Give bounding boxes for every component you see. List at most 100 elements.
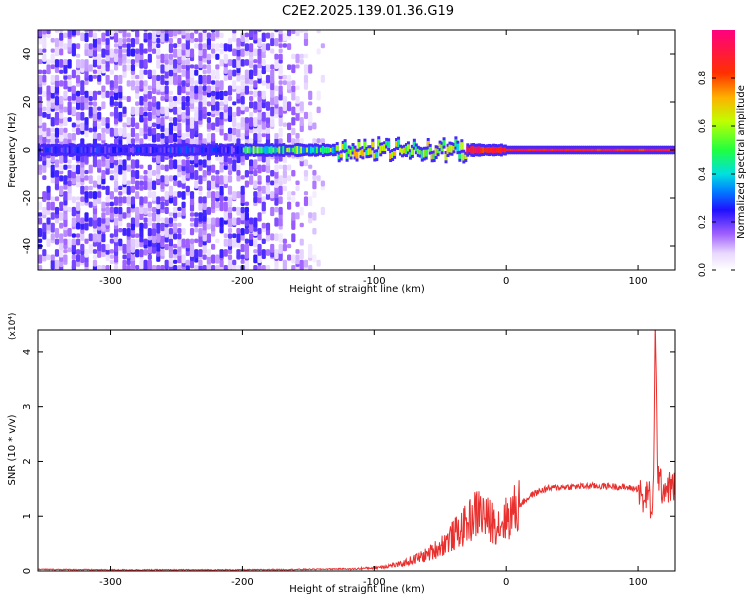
x-tick-label: -200: [231, 577, 254, 588]
spectrogram-cell: [38, 238, 43, 243]
spectrogram-cell: [295, 249, 300, 254]
spectrogram-cell: [84, 222, 89, 231]
spectrogram-cell: [244, 243, 249, 252]
spectrogram-cell: [168, 159, 174, 170]
spectrogram-cell: [147, 238, 152, 247]
spectrogram-cell: [177, 265, 182, 270]
spectrogram-cell: [59, 48, 64, 56]
spectrogram-cell: [484, 147, 488, 153]
spectrogram-cell: [227, 96, 233, 101]
spectrogram-cell: [118, 90, 123, 99]
spectrogram-cell: [67, 101, 72, 111]
spectrogram-cell: [211, 85, 216, 91]
spectrogram-cell: [67, 59, 72, 69]
spectrogram-cell: [168, 96, 174, 102]
spectrogram-cell: [129, 147, 133, 153]
spectrogram-cell: [143, 175, 148, 182]
spectrogram-cell: [46, 201, 51, 211]
spectrogram-cell: [257, 48, 262, 56]
spectrogram-cell: [232, 206, 237, 212]
spectrogram-cell: [434, 148, 438, 157]
spectrogram-cell: [278, 43, 283, 48]
spectrogram-cell: [101, 117, 106, 127]
spectrogram-cell: [147, 217, 152, 226]
spectrogram-cell: [173, 59, 178, 69]
spectrogram-cell: [88, 164, 93, 174]
spectrogram-cell: [75, 111, 81, 121]
spectrogram-cell: [272, 147, 276, 153]
spectrogram-cell: [80, 217, 85, 225]
spectrogram-cell: [215, 254, 220, 264]
spectrogram-cell: [38, 228, 43, 237]
spectrogram-cell: [145, 146, 149, 154]
spectrogram-cell: [223, 175, 228, 185]
x-tick-label: 100: [629, 577, 648, 588]
spectrogram-cell: [583, 148, 586, 152]
spectrogram-cell: [118, 238, 123, 247]
spectrogram-cell: [139, 106, 144, 115]
spectrogram-cell: [126, 43, 131, 50]
spectrogram-cell: [59, 111, 64, 119]
spectrogram-cell: [278, 53, 283, 60]
spectrogram-cell: [236, 37, 241, 47]
spectrogram-cell: [92, 254, 98, 260]
spectrogram-cell: [126, 238, 131, 247]
spectrogram-cell: [202, 201, 207, 210]
spectrogram-cell: [101, 101, 106, 110]
spectrogram-cell: [270, 69, 275, 77]
spectrogram-cell: [151, 74, 157, 83]
spectrogram-cell: [84, 43, 89, 50]
spectrogram-cell: [156, 101, 161, 110]
spectrogram-cell: [286, 133, 292, 143]
spectrogram-cell: [124, 147, 128, 153]
spectrogram-cell: [244, 201, 249, 206]
spectrogram-cell: [139, 96, 144, 106]
spectrogram-cell: [173, 196, 178, 207]
spectrogram-cell: [160, 201, 165, 210]
spectrogram-cell: [303, 30, 309, 33]
spectrogram-cell: [46, 85, 51, 95]
spectrogram-cell: [151, 122, 157, 127]
spectrogram-cell: [48, 147, 52, 153]
spectrogram-cell: [42, 30, 47, 35]
spectrogram-cell: [215, 69, 220, 80]
spectrogram-cell: [486, 147, 490, 153]
spectrogram-cell: [88, 217, 93, 227]
spectrogram-cell: [194, 154, 199, 164]
spectrogram-cell: [97, 217, 102, 227]
spectrogram-cell: [112, 146, 116, 154]
spectrogram-cell: [38, 85, 43, 95]
spectrogram-cell: [286, 122, 292, 131]
spectrogram-cell: [189, 85, 195, 92]
spectrogram-cell: [650, 148, 654, 152]
spectrogram-cell: [194, 111, 199, 122]
spectrogram-cell: [227, 238, 233, 247]
spectrogram-cell: [274, 249, 279, 260]
spectrogram-cell: [608, 148, 612, 152]
spectrogram-cell: [147, 201, 152, 208]
spectrogram-cell: [189, 164, 195, 173]
spectrogram-cell: [101, 233, 106, 243]
spectrogram-cell: [278, 64, 283, 74]
spectrogram-cell: [286, 101, 292, 112]
spectrogram-cell: [101, 59, 106, 65]
y-tick-label: -20: [22, 190, 33, 206]
spectrogram-cell: [101, 222, 106, 232]
spectrogram-cell: [105, 53, 110, 62]
spectrogram-cell: [198, 32, 203, 43]
spectrogram-cell: [353, 148, 357, 157]
spectrogram-cell: [480, 146, 484, 154]
y-tick-label: -40: [22, 238, 33, 254]
spectrogram-cell: [75, 175, 81, 183]
spectrogram-cell: [59, 154, 64, 164]
spectrogram-cell: [325, 146, 329, 154]
spectrogram-cell: [42, 254, 47, 262]
spectrogram-cell: [160, 53, 165, 64]
colorbar-tick-label: 0.2: [698, 215, 708, 229]
spectrogram-cell: [227, 249, 233, 254]
spectrogram-cell: [86, 146, 90, 154]
spectrogram-cell: [113, 90, 119, 101]
spectrogram-cell: [189, 243, 195, 252]
spectrogram-cell: [278, 164, 283, 170]
spectrogram-cell: [156, 30, 161, 35]
